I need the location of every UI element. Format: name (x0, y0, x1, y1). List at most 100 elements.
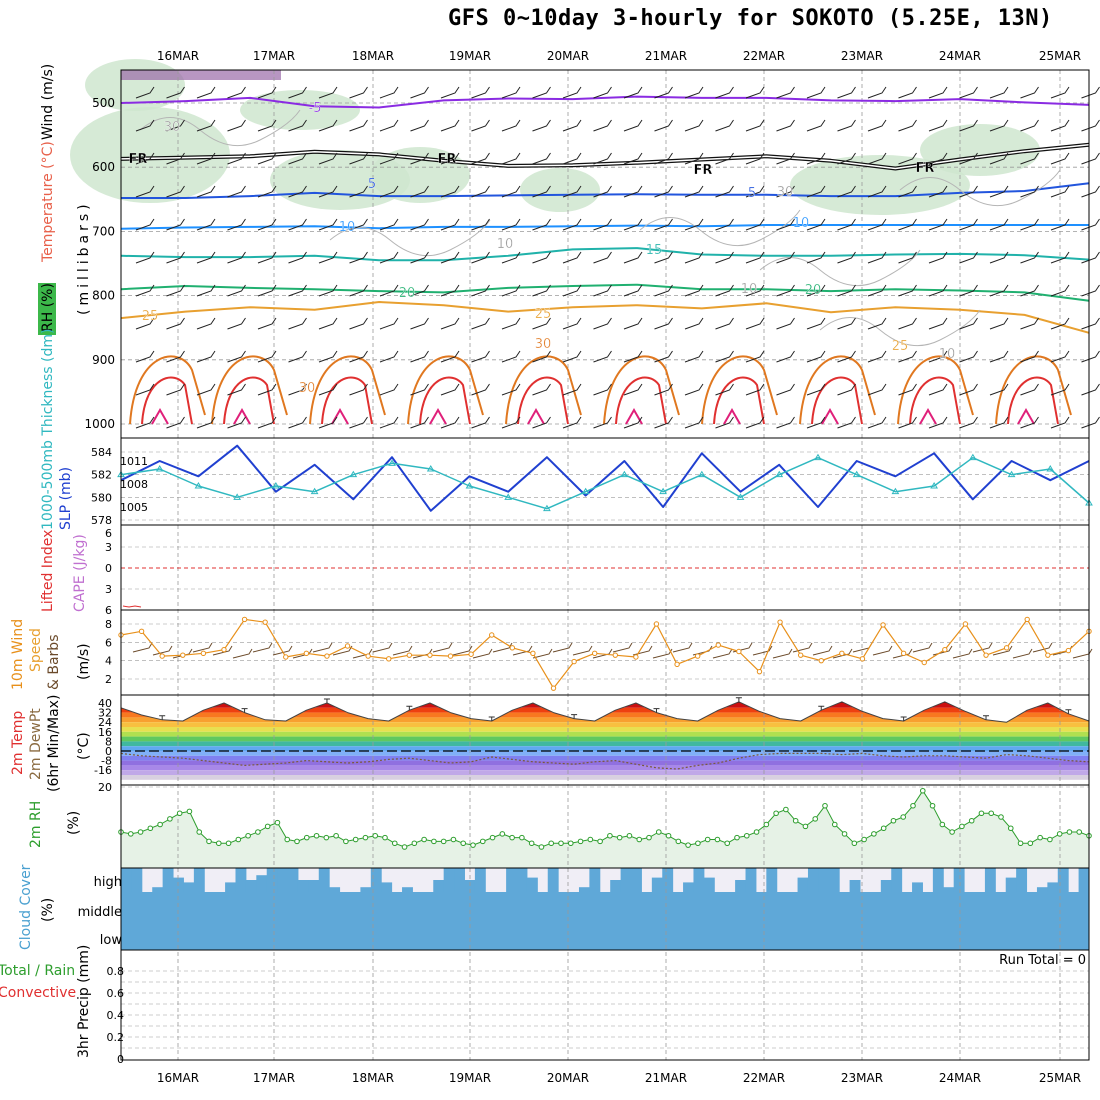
wind-barb (745, 416, 765, 429)
wind10-barb (992, 645, 1013, 656)
cloud-high-bar (953, 868, 965, 892)
rh2m-marker (988, 810, 995, 817)
rh2m-marker (245, 832, 251, 839)
temperature-minmax-marker (406, 705, 413, 711)
wind-barb (562, 185, 582, 198)
rh2m-marker (137, 829, 144, 835)
wind-barb (989, 86, 1009, 99)
cloud-high-bar (152, 887, 164, 892)
temperature-contour-30 (701, 355, 778, 425)
wind-barb (654, 152, 673, 165)
rh-contour (329, 219, 491, 257)
rh2m-unit-label: (%) (66, 811, 82, 835)
wind10-barb (752, 645, 773, 656)
wind-barb (501, 383, 521, 396)
temperature-contour-40 (723, 407, 741, 425)
temperature-tick-label: 0 (105, 745, 112, 758)
wind-barb (928, 416, 948, 429)
wind10-marker (200, 650, 207, 657)
wind-barb (318, 284, 338, 297)
wind-barb (867, 185, 887, 198)
cloud-high-bar (308, 880, 320, 892)
wind-barb (257, 284, 277, 297)
wind-barb (196, 119, 216, 132)
contour-label: 10 (497, 237, 514, 252)
wind-barb (776, 185, 795, 198)
wind-barb (227, 119, 246, 132)
wind10-barb (972, 642, 993, 653)
wind10-marker (962, 621, 969, 627)
temperature-tick-label: 16 (98, 726, 112, 739)
rh2m-marker (616, 834, 623, 841)
wind-barb (684, 185, 704, 198)
cloud-high-bar (277, 868, 289, 892)
rh2m-marker (343, 838, 349, 845)
wind10-marker (468, 651, 474, 657)
wind10-barb (812, 645, 833, 656)
wind10-barb (392, 645, 413, 656)
wind-barb (745, 119, 765, 132)
wind-barb (593, 152, 612, 165)
wind-barb (227, 284, 246, 297)
rh-legend-box (38, 283, 56, 335)
cloud-high-bar (1078, 868, 1090, 892)
wind-barb (684, 284, 704, 297)
wind-barb (349, 350, 368, 363)
wind-barb (318, 350, 338, 363)
thickness-marker (426, 465, 435, 472)
cloud-high-bar (329, 887, 341, 892)
wind-barb (898, 152, 917, 165)
rh2m-marker (519, 834, 525, 841)
wind10-barb (712, 648, 733, 659)
temperature-contour-35 (321, 376, 373, 425)
rh2m-marker (880, 825, 887, 832)
wind10-barb (492, 642, 513, 653)
cloud-high-bar (610, 880, 622, 892)
temperature-minmax-marker (159, 715, 166, 720)
wind10-barb (312, 642, 333, 653)
rh2m-marker (1047, 836, 1053, 843)
wind-barb (867, 317, 887, 330)
wind10-barbs-label: & Barbs (46, 635, 62, 691)
precip-tick-label: 0.2 (107, 1031, 125, 1044)
rh2m-marker (235, 836, 242, 843)
wind-barb (1020, 119, 1039, 132)
run-total-label: Run Total = 0 (999, 953, 1086, 968)
wind10-axis-label: 10m Wind (10, 619, 26, 690)
wind-barb (745, 350, 765, 363)
temperature-contour-30 (799, 355, 876, 425)
wind-barb (684, 251, 704, 264)
wind-barb (806, 152, 826, 165)
wind10-barb (232, 648, 253, 659)
rh2m-marker (264, 823, 271, 830)
wind-barb (501, 152, 521, 165)
wind-barb (593, 284, 612, 297)
wind-barb (593, 119, 612, 132)
wind-barb (471, 119, 490, 132)
wind-barb (654, 119, 673, 132)
wind-barb (501, 185, 521, 198)
temperature-contour-40 (1017, 407, 1035, 425)
wind-barb (715, 152, 734, 165)
wind-barb (379, 284, 399, 297)
temperature-contour-30 (309, 355, 386, 425)
rh2m-marker (362, 834, 369, 841)
rh2m-marker (215, 840, 222, 847)
wind-barb (501, 86, 521, 99)
wind-barb (135, 119, 155, 132)
thickness-marker (543, 504, 551, 512)
wind-barb (1081, 251, 1100, 264)
wind-barb (440, 152, 460, 165)
rh2m-marker (470, 842, 476, 848)
cloud-high-bar (1047, 882, 1059, 892)
wind-barb (562, 119, 582, 132)
rh2m-marker (196, 829, 203, 835)
wind-barb (166, 218, 185, 231)
rh2m-marker (528, 840, 535, 847)
wind-barb (227, 350, 246, 363)
wind10-marker (530, 650, 536, 657)
wind-barb (501, 317, 521, 330)
cloud-high-bar (797, 877, 809, 892)
temperature-contour-40 (151, 407, 169, 425)
